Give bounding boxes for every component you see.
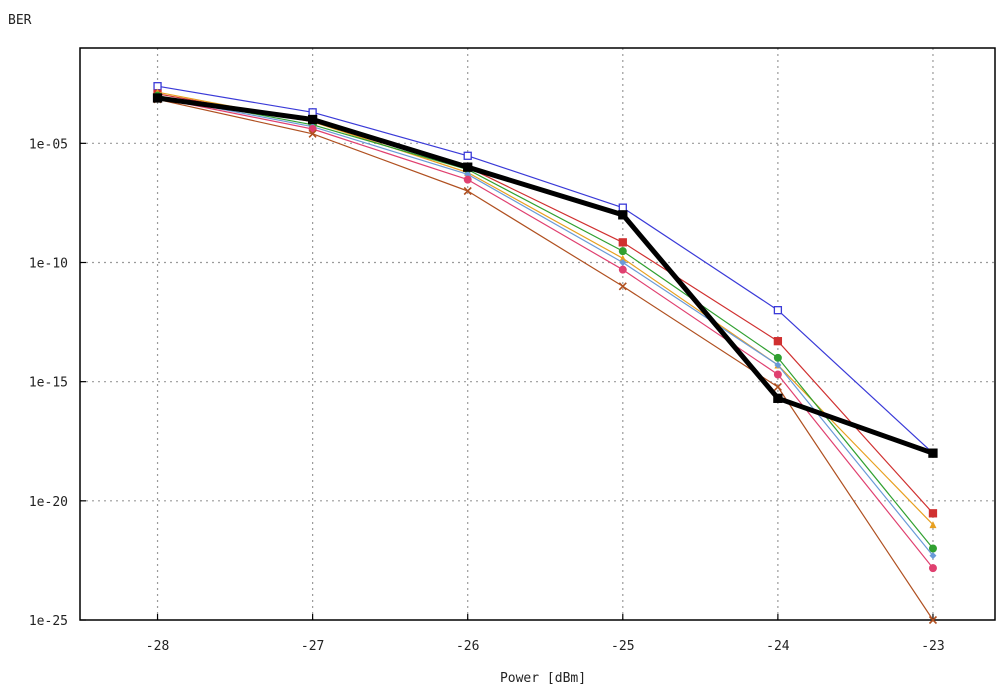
y-axis-ticks: 1e-25 1e-20 1e-15 1e-10 1e-05 xyxy=(29,137,86,629)
x-tick-label: -24 xyxy=(766,639,790,654)
data-point xyxy=(928,615,938,625)
grid xyxy=(80,48,995,620)
series-line xyxy=(157,96,934,557)
series-line xyxy=(157,91,934,526)
series-8 xyxy=(152,93,938,458)
series xyxy=(152,82,938,625)
x-axis-ticks: -28 -27 -26 -25 -24 -23 xyxy=(146,614,945,654)
data-point xyxy=(619,259,627,266)
data-point xyxy=(307,114,318,125)
data-point xyxy=(928,544,937,553)
x-axis-title: Power [dBm] xyxy=(500,671,586,686)
series-4 xyxy=(153,91,937,553)
series-line xyxy=(157,98,934,621)
data-point xyxy=(618,247,627,256)
x-tick-label: -28 xyxy=(146,639,169,654)
series-line xyxy=(157,93,934,514)
plot-frame xyxy=(79,47,996,621)
data-point xyxy=(463,151,472,160)
data-point xyxy=(773,382,782,392)
series-5 xyxy=(154,93,937,560)
series-1 xyxy=(153,82,938,458)
data-point xyxy=(773,353,782,362)
series-7 xyxy=(153,95,938,625)
series-2 xyxy=(153,89,938,518)
data-point xyxy=(618,265,627,274)
data-point xyxy=(618,203,627,212)
series-line xyxy=(157,97,934,569)
data-point xyxy=(619,254,627,262)
data-point xyxy=(928,448,938,458)
y-axis-title: BER xyxy=(8,13,32,28)
x-tick-label: -25 xyxy=(611,639,634,654)
y-tick-label: 1e-15 xyxy=(29,376,68,391)
data-point xyxy=(463,175,472,184)
data-point xyxy=(308,124,317,133)
data-point xyxy=(618,282,627,291)
data-point xyxy=(929,521,937,529)
data-point xyxy=(928,564,937,573)
x-tick-label: -27 xyxy=(301,639,324,654)
y-tick-label: 1e-10 xyxy=(29,257,68,272)
data-point xyxy=(463,186,472,196)
x-tick-label: -26 xyxy=(456,639,479,654)
data-point xyxy=(308,129,317,138)
data-point xyxy=(928,509,938,518)
data-point xyxy=(929,552,937,560)
data-point xyxy=(773,370,782,379)
data-point xyxy=(618,210,628,220)
data-point xyxy=(773,393,783,403)
data-point xyxy=(153,82,162,91)
x-tick-label: -23 xyxy=(921,639,944,654)
data-point xyxy=(773,337,783,346)
series-6 xyxy=(153,93,937,573)
data-point xyxy=(618,238,627,247)
y-tick-label: 1e-20 xyxy=(29,495,68,510)
series-3 xyxy=(154,88,937,529)
series-line xyxy=(157,85,934,454)
data-point xyxy=(152,93,163,103)
data-point xyxy=(774,361,782,369)
series-line xyxy=(157,95,934,456)
y-tick-label: 1e-05 xyxy=(29,137,68,152)
data-point xyxy=(308,108,317,117)
data-point xyxy=(463,162,473,172)
y-tick-label: 1e-25 xyxy=(29,614,68,629)
data-point xyxy=(773,306,783,315)
series-line xyxy=(157,95,934,549)
